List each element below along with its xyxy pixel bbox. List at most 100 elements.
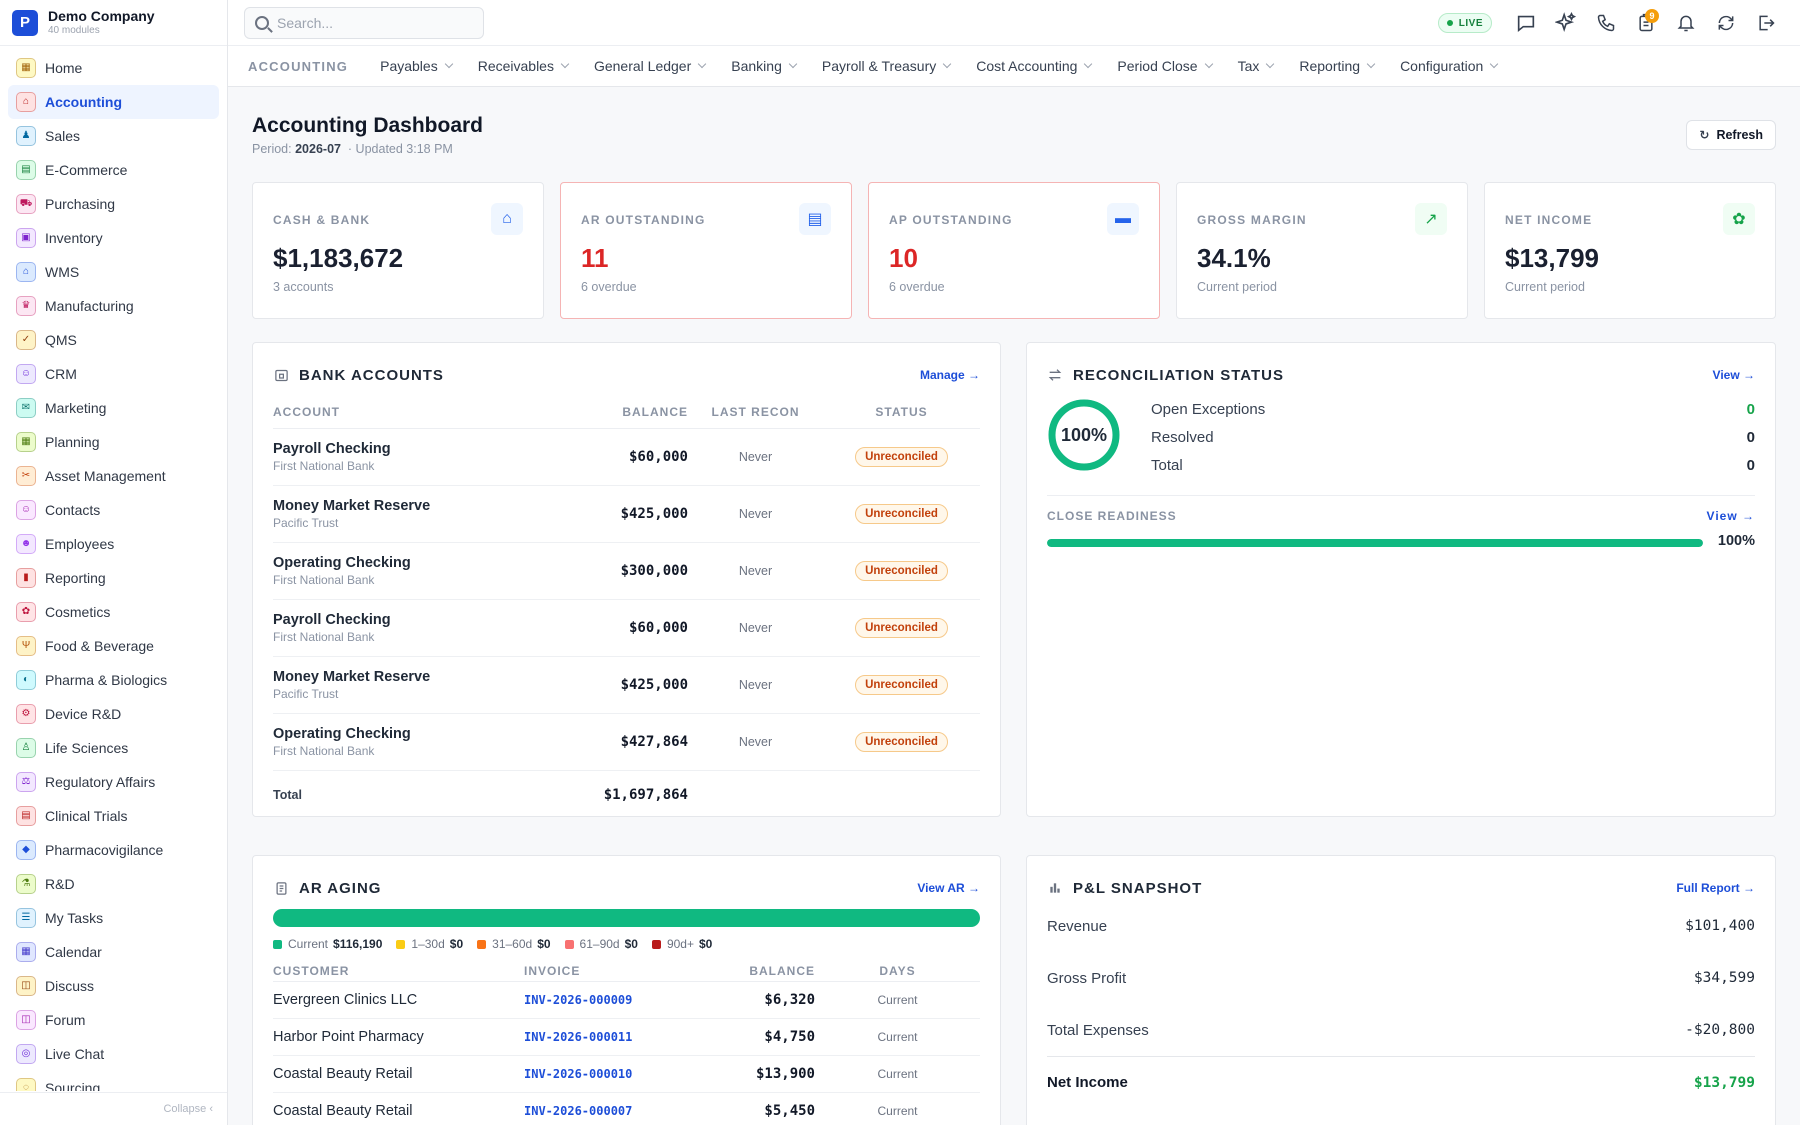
kpi-card-gross-margin[interactable]: GROSS MARGIN 34.1% Current period ↗ <box>1176 182 1468 319</box>
account-name[interactable]: Payroll Checking <box>273 441 391 457</box>
account-name[interactable]: Money Market Reserve <box>273 498 431 514</box>
table-row[interactable]: Operating Checking First National Bank $30… <box>273 543 980 600</box>
menu-reporting[interactable]: Reporting <box>1299 58 1376 74</box>
account-name[interactable]: Operating Checking <box>273 726 411 742</box>
sidebar-item-cosmetics[interactable]: ✿ Cosmetics <box>8 595 219 629</box>
search-input[interactable] <box>277 15 467 31</box>
search-box[interactable] <box>244 7 484 39</box>
menu-configuration[interactable]: Configuration <box>1400 58 1499 74</box>
col-last-recon[interactable]: LAST RECON <box>711 404 800 419</box>
tasks-notification-icon[interactable]: 9 <box>1626 3 1666 43</box>
logout-icon[interactable] <box>1746 3 1786 43</box>
collapse-button[interactable]: Collapse ‹ <box>163 1103 213 1115</box>
account-name[interactable]: Operating Checking <box>273 555 411 571</box>
sidebar-item-inventory[interactable]: ▣ Inventory <box>8 221 219 255</box>
manage-link[interactable]: Manage → <box>919 368 980 382</box>
sidebar-item-label: Pharmacovigilance <box>45 842 164 858</box>
kpi-card-net-income[interactable]: NET INCOME $13,799 Current period ✿ <box>1484 182 1776 319</box>
sidebar-item-r-d[interactable]: ⚗ R&D <box>8 867 219 901</box>
sidebar-item-discuss[interactable]: ◫ Discuss <box>8 969 219 1003</box>
kpi-card-cash-bank[interactable]: CASH & BANK $1,183,672 3 accounts ⌂ <box>252 182 544 319</box>
sidebar-item-regulatory-affairs[interactable]: ⚖ Regulatory Affairs <box>8 765 219 799</box>
sidebar-item-pharma-biologics[interactable]: ◐ Pharma & Biologics <box>8 663 219 697</box>
sidebar-item-e-commerce[interactable]: ▤ E-Commerce <box>8 153 219 187</box>
sidebar-item-home[interactable]: ▦ Home <box>8 51 219 85</box>
table-row[interactable]: Money Market Reserve Pacific Trust $425,00… <box>273 486 980 543</box>
sidebar-item-accounting[interactable]: ⌂ Accounting <box>8 85 219 119</box>
sidebar-item-food-beverage[interactable]: Ψ Food & Beverage <box>8 629 219 663</box>
table-row[interactable]: Operating Checking First National Bank $42… <box>273 714 980 771</box>
sidebar-item-device-r-d[interactable]: ⚙ Device R&D <box>8 697 219 731</box>
contact-icon: ☺ <box>16 500 36 520</box>
total-label: Total <box>273 788 302 802</box>
sidebar-item-sales[interactable]: ♟ Sales <box>8 119 219 153</box>
sync-icon[interactable] <box>1706 3 1746 43</box>
table-row[interactable]: Coastal Beauty Retail INV-2026-000010 $13,… <box>273 1056 980 1093</box>
sidebar-item-employees[interactable]: ☻ Employees <box>8 527 219 561</box>
menu-payables[interactable]: Payables <box>380 58 453 74</box>
table-row[interactable]: Evergreen Clinics LLC INV-2026-000009 $6,3… <box>273 982 980 1019</box>
sidebar-item-calendar[interactable]: ▦ Calendar <box>8 935 219 969</box>
sidebar-item-wms[interactable]: ⌂ WMS <box>8 255 219 289</box>
full-report-link[interactable]: Full Report → <box>1676 881 1755 895</box>
invoice-link[interactable]: INV-2026-000011 <box>524 1030 633 1044</box>
sidebar-item-reporting[interactable]: ▮ Reporting <box>8 561 219 595</box>
menu-banking[interactable]: Banking <box>731 58 798 74</box>
col-ar-balance[interactable]: BALANCE <box>749 963 815 978</box>
table-row[interactable]: Coastal Beauty Retail INV-2026-000007 $5,4… <box>273 1093 980 1125</box>
sidebar-item-sourcing[interactable]: ◌ Sourcing <box>8 1071 219 1091</box>
sidebar-item-live-chat[interactable]: ◎ Live Chat <box>8 1037 219 1071</box>
table-row[interactable]: Harbor Point Pharmacy INV-2026-000011 $4,7… <box>273 1019 980 1056</box>
col-invoice[interactable]: INVOICE <box>524 963 581 978</box>
refresh-button[interactable]: ↻ Refresh <box>1686 120 1776 150</box>
col-customer[interactable]: CUSTOMER <box>273 963 350 978</box>
sidebar-item-label: Inventory <box>45 230 103 246</box>
sidebar-item-life-sciences[interactable]: ♙ Life Sciences <box>8 731 219 765</box>
recon-view-link[interactable]: View → <box>1712 368 1755 382</box>
bell-icon[interactable] <box>1666 3 1706 43</box>
sidebar-item-my-tasks[interactable]: ☰ My Tasks <box>8 901 219 935</box>
sidebar-item-qms[interactable]: ✓ QMS <box>8 323 219 357</box>
sidebar-item-manufacturing[interactable]: ♛ Manufacturing <box>8 289 219 323</box>
kpi-subtext: 6 overdue <box>889 280 945 294</box>
kpi-card-ar-outstanding[interactable]: AR OUTSTANDING 11 6 overdue ▤ <box>560 182 852 319</box>
menu-tax[interactable]: Tax <box>1238 58 1275 74</box>
menu-payroll-treasury[interactable]: Payroll & Treasury <box>822 58 952 74</box>
menu-receivables[interactable]: Receivables <box>478 58 570 74</box>
col-balance[interactable]: BALANCE <box>622 404 688 419</box>
invoice-link[interactable]: INV-2026-000010 <box>524 1067 633 1081</box>
sidebar-item-label: Cosmetics <box>45 604 111 620</box>
table-row[interactable]: Payroll Checking First National Bank $60,0… <box>273 600 980 657</box>
menu-general-ledger[interactable]: General Ledger <box>594 58 707 74</box>
brand[interactable]: P Demo Company 40 modules <box>0 0 227 46</box>
invoice-link[interactable]: INV-2026-000009 <box>524 993 633 1007</box>
ai-sparkle-icon[interactable] <box>1546 3 1586 43</box>
chevron-down-icon <box>1366 59 1376 69</box>
account-name[interactable]: Money Market Reserve <box>273 669 431 685</box>
view-ar-link[interactable]: View AR → <box>917 881 980 895</box>
sidebar-item-planning[interactable]: ▦ Planning <box>8 425 219 459</box>
invoice-link[interactable]: INV-2026-000007 <box>524 1104 633 1118</box>
col-days[interactable]: DAYS <box>879 963 916 978</box>
close-readiness-link[interactable]: View → <box>1706 509 1755 523</box>
sidebar-item-purchasing[interactable]: ⛟ Purchasing <box>8 187 219 221</box>
sidebar-item-crm[interactable]: ☺ CRM <box>8 357 219 391</box>
sidebar-item-pharmacovigilance[interactable]: ◆ Pharmacovigilance <box>8 833 219 867</box>
phone-icon[interactable] <box>1586 3 1626 43</box>
col-account[interactable]: ACCOUNT <box>273 404 340 419</box>
table-row[interactable]: Money Market Reserve Pacific Trust $425,00… <box>273 657 980 714</box>
sidebar-item-marketing[interactable]: ✉ Marketing <box>8 391 219 425</box>
account-name[interactable]: Payroll Checking <box>273 612 391 628</box>
sidebar-item-contacts[interactable]: ☺ Contacts <box>8 493 219 527</box>
bank-icon: ⌂ <box>491 203 523 235</box>
kpi-card-ap-outstanding[interactable]: AP OUTSTANDING 10 6 overdue ▬ <box>868 182 1160 319</box>
sidebar-item-forum[interactable]: ◫ Forum <box>8 1003 219 1037</box>
menu-period-close[interactable]: Period Close <box>1117 58 1213 74</box>
messages-icon[interactable] <box>1506 3 1546 43</box>
table-row[interactable]: Payroll Checking First National Bank $60,0… <box>273 429 980 486</box>
sidebar-item-asset-management[interactable]: ✂ Asset Management <box>8 459 219 493</box>
col-status[interactable]: STATUS <box>875 404 928 419</box>
pl-value: $101,400 <box>1685 918 1755 934</box>
sidebar-item-clinical-trials[interactable]: ▤ Clinical Trials <box>8 799 219 833</box>
menu-cost-accounting[interactable]: Cost Accounting <box>976 58 1093 74</box>
